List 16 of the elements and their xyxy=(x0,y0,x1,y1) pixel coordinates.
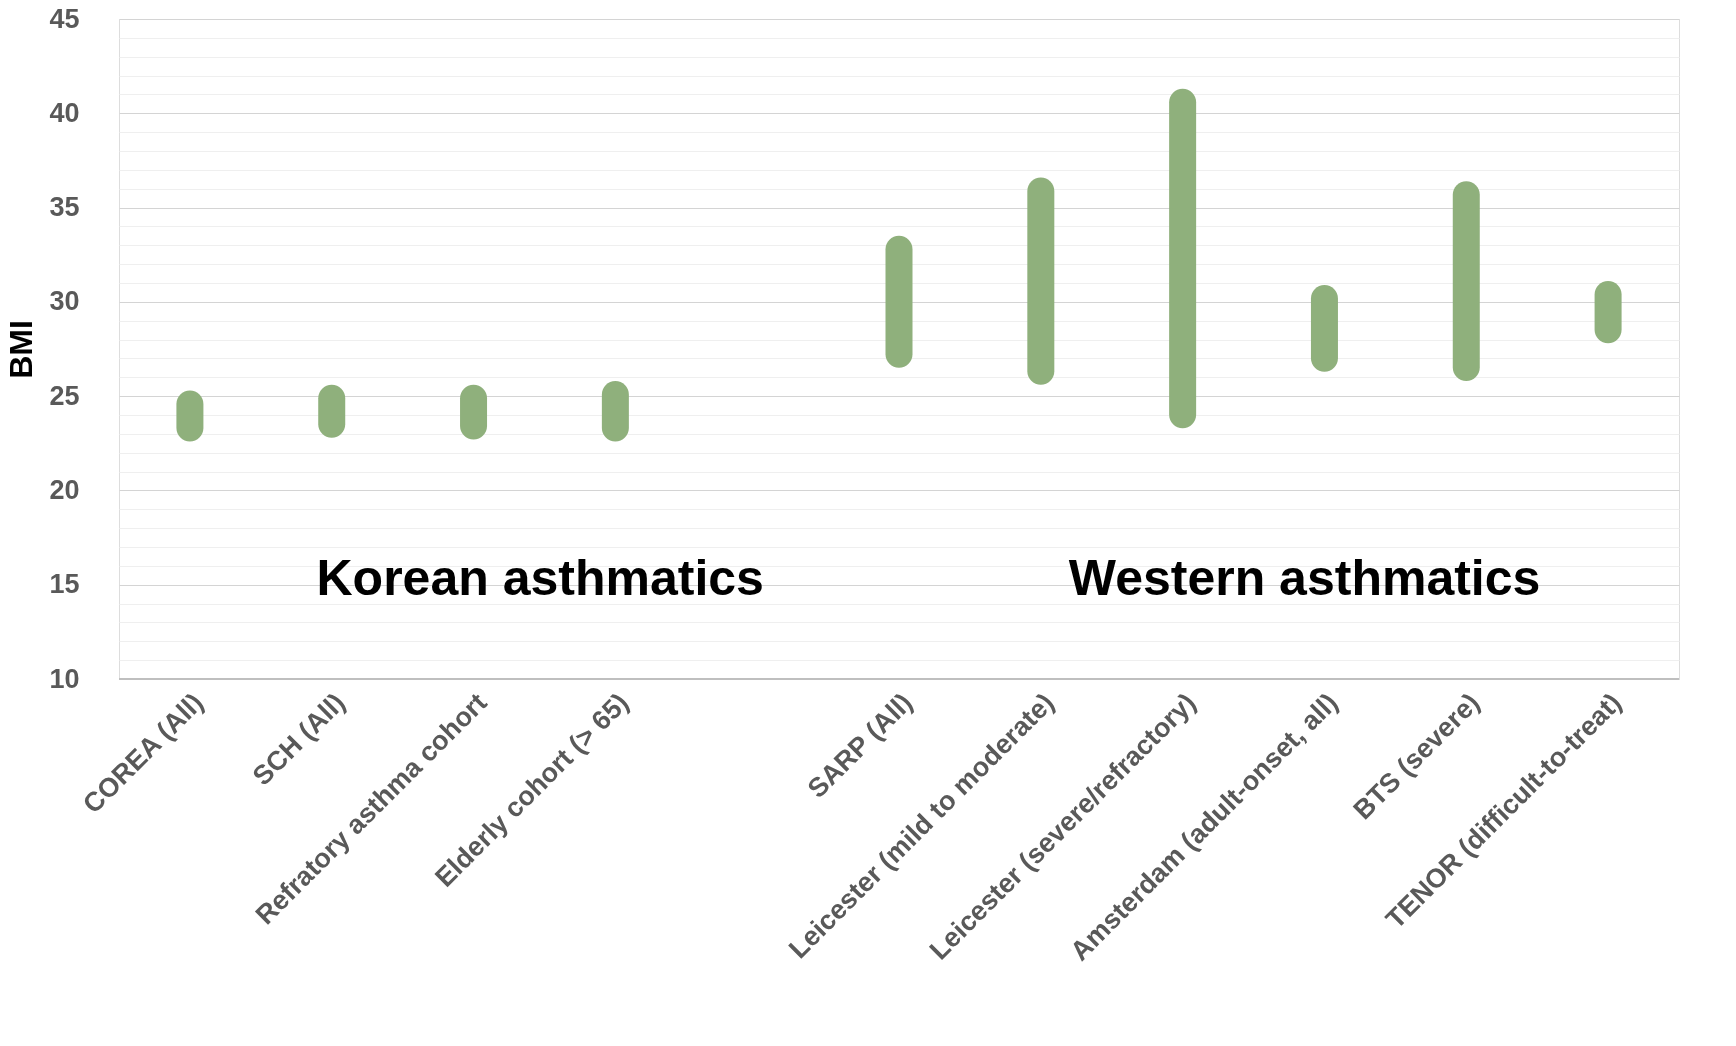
bar xyxy=(1310,284,1338,372)
bar xyxy=(1452,181,1480,382)
annotation: Western asthmatics xyxy=(1068,550,1541,606)
bar xyxy=(1027,177,1055,385)
y-tick-label: 40 xyxy=(49,97,80,128)
annotation: Korean asthmatics xyxy=(316,550,764,606)
y-tick-label: 30 xyxy=(49,286,80,317)
bar xyxy=(1169,88,1197,429)
y-tick-label: 35 xyxy=(49,192,80,223)
y-axis-title: BMI xyxy=(3,320,40,379)
bar xyxy=(885,235,913,368)
y-tick-label: 20 xyxy=(49,474,80,505)
y-tick-label: 15 xyxy=(49,569,80,600)
y-tick-label: 10 xyxy=(49,663,80,694)
y-tick-label: 25 xyxy=(49,380,80,411)
y-tick-label: 45 xyxy=(49,3,80,34)
